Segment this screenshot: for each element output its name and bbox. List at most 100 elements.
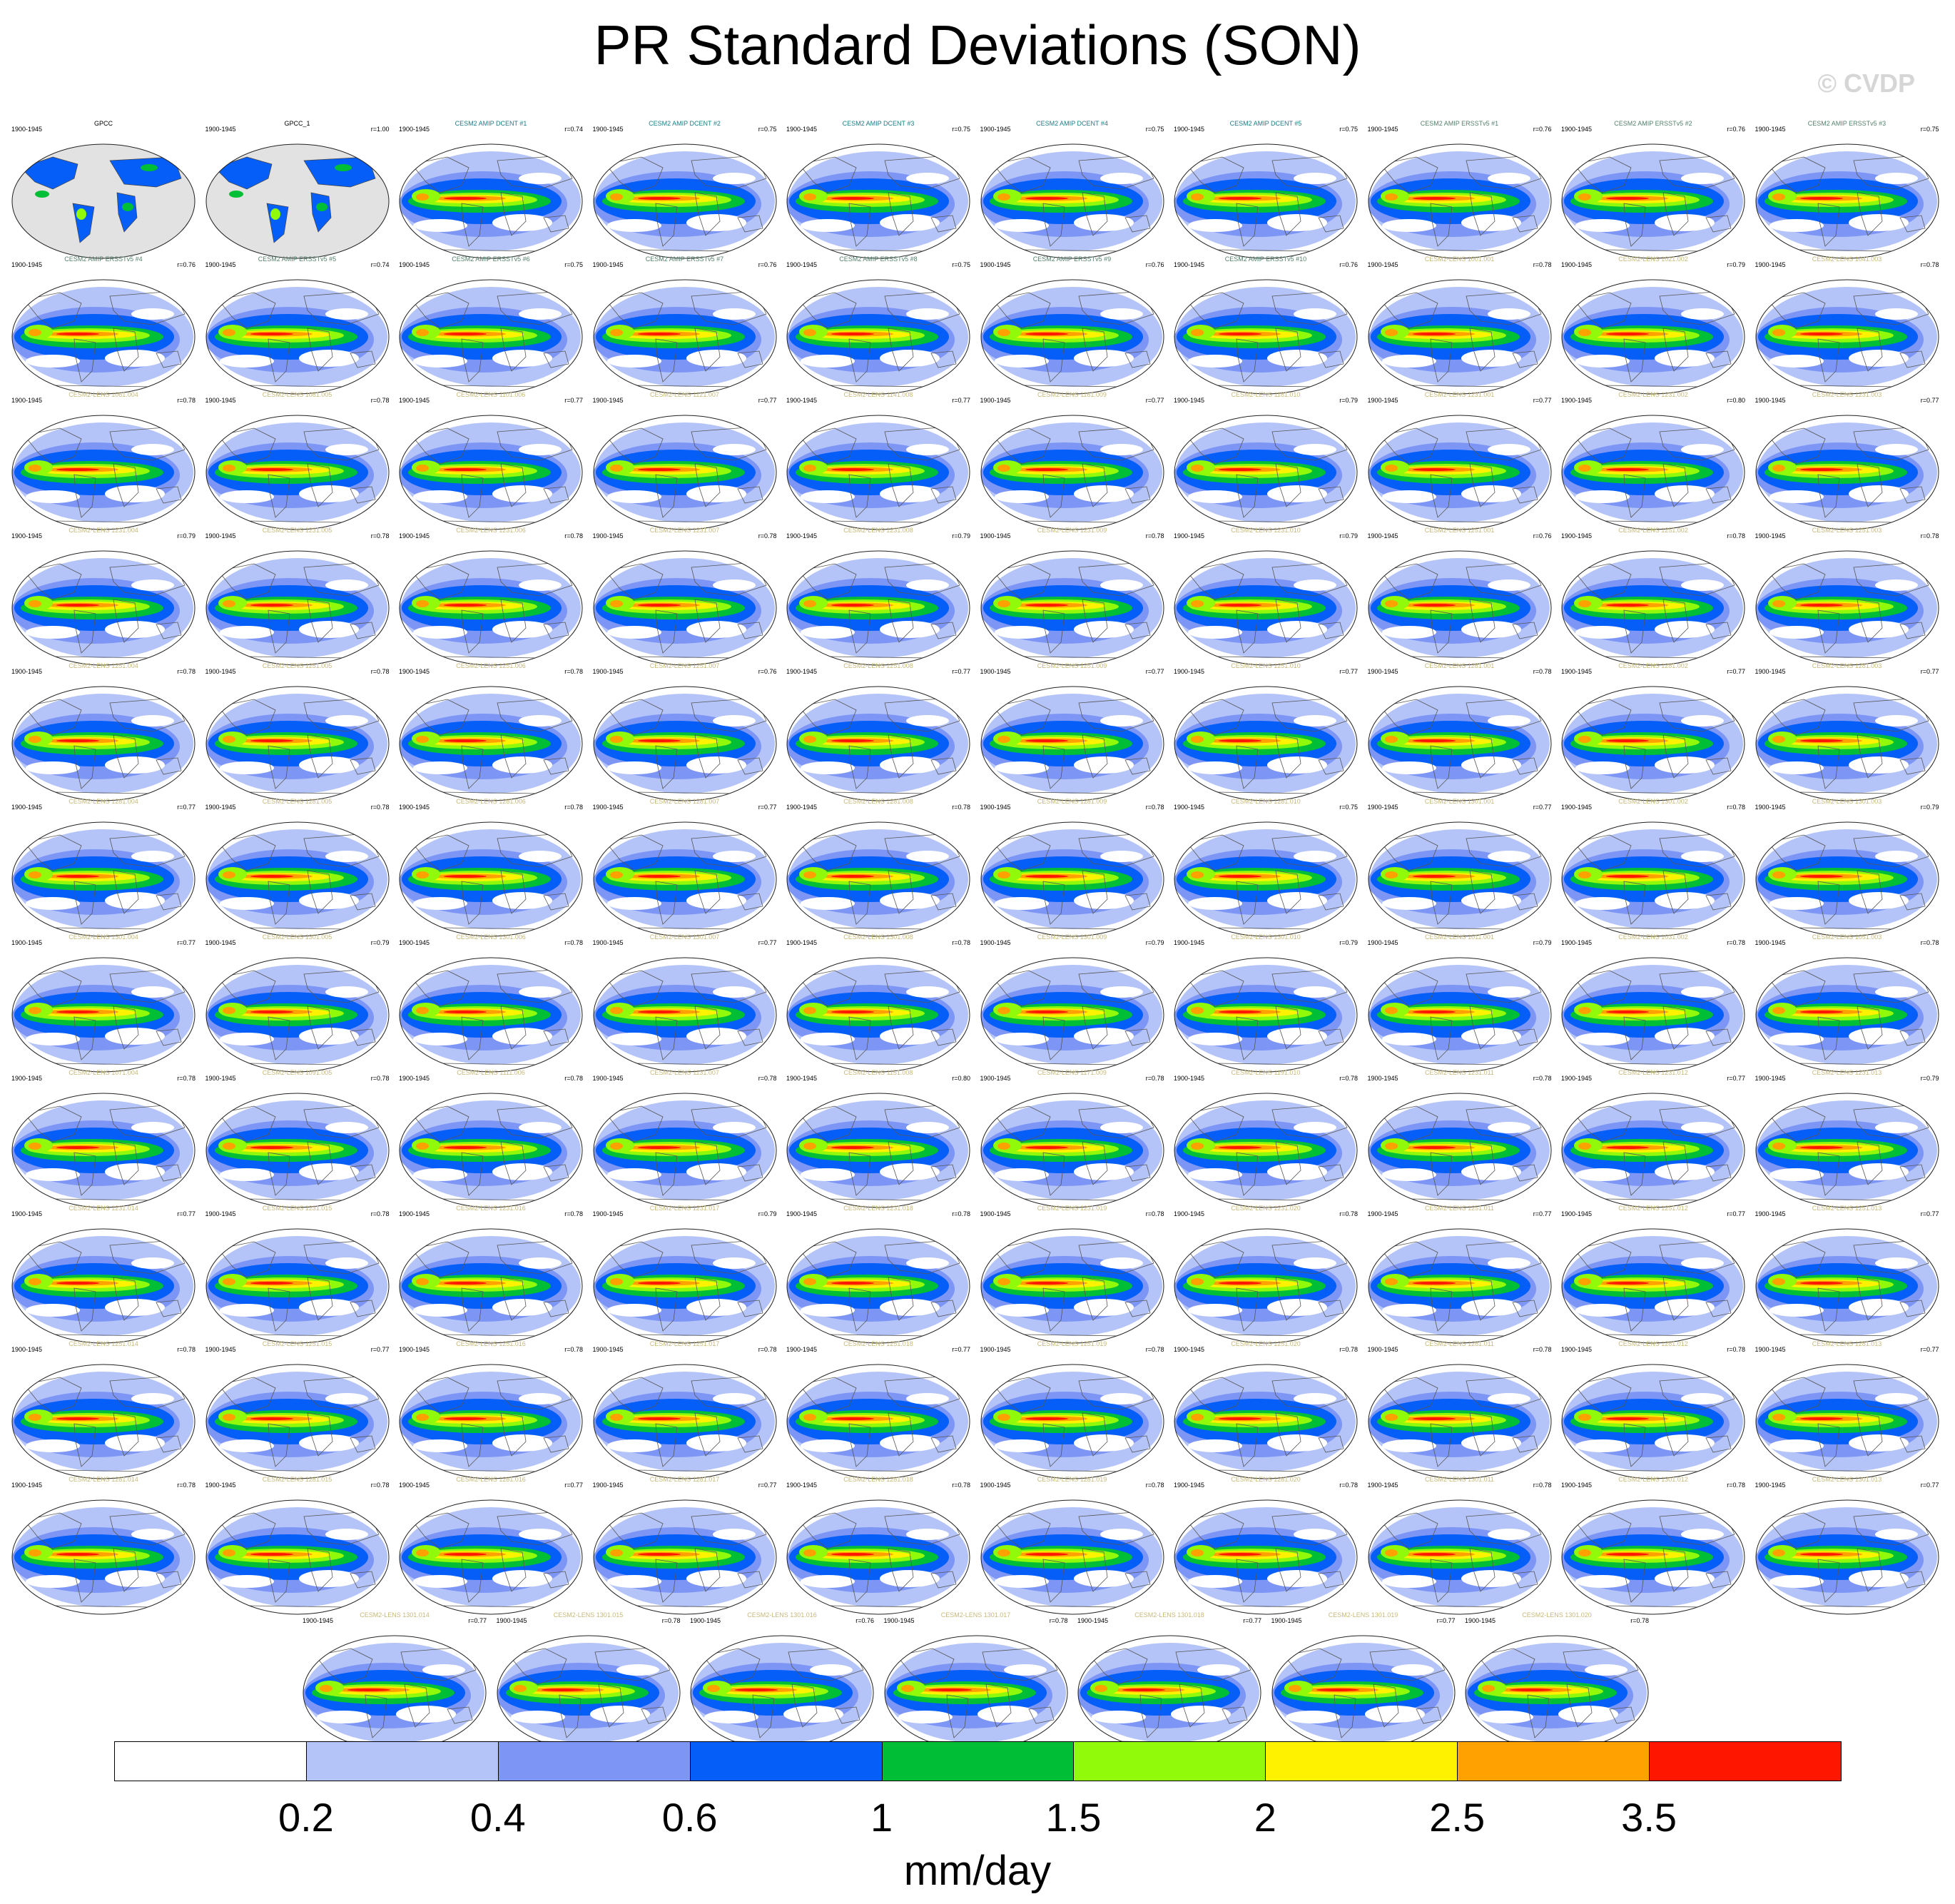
panel-years: 1900-1945 [1561, 1482, 1593, 1489]
panel-years: 1900-1945 [786, 1210, 818, 1217]
panel-map [1367, 279, 1552, 395]
map-panel: 1900-1945 CESM2-LENS 1301.009 r=0.79 [979, 933, 1166, 1075]
panel-pattern-correlation: r=0.78 [1145, 804, 1164, 811]
panel-pattern-correlation: r=0.78 [1630, 1617, 1649, 1624]
colorbar-box [1073, 1741, 1266, 1781]
panel-pattern-correlation: r=0.78 [370, 1482, 390, 1489]
map-panel: 1900-1945 CESM2-LENS 1251.020 r=0.78 [1172, 1340, 1359, 1482]
panel-pattern-correlation: r=0.78 [564, 804, 583, 811]
panel-pattern-correlation: r=0.77 [1533, 1210, 1552, 1217]
panel-map [592, 415, 777, 530]
panel-years: 1900-1945 [786, 397, 818, 404]
map-panel: 1900-1945 CESM2-LENS 1231.005 r=0.78 [204, 527, 391, 668]
map-panel: 1900-1945 CESM2-LENS 1301.008 r=0.78 [785, 933, 972, 1075]
panel-pattern-correlation: r=0.77 [1920, 668, 1939, 675]
panel-years: 1900-1945 [399, 261, 430, 268]
panel-pattern-correlation: r=0.79 [1533, 939, 1552, 946]
map-panel: 1900-1945 CESM2-LENS 1111.006 r=0.78 [397, 1069, 584, 1210]
panel-map [1174, 1093, 1358, 1208]
panel-years: 1900-1945 [11, 939, 43, 946]
panel-pattern-correlation: r=0.76 [855, 1617, 874, 1624]
map-panel: 1900-1945 CESM2-LENS 1251.007 r=0.76 [591, 662, 778, 804]
panel-pattern-correlation: r=0.78 [1145, 1075, 1164, 1082]
panel-years: 1900-1945 [592, 1075, 624, 1082]
map-panel: 1900-1945 CESM2-LENS 1301.017 r=0.78 [883, 1611, 1070, 1753]
panel-map [786, 821, 970, 937]
map-panel: 1900-1945 CESM2-LENS 1101.006 r=0.77 [397, 391, 584, 532]
panel-years: 1900-1945 [11, 1075, 43, 1082]
panel-title: CESM2 AMIP ERSSTv5 #3 [1807, 120, 1887, 127]
panel-pattern-correlation: r=0.77 [1145, 668, 1164, 675]
panel-pattern-correlation: r=0.79 [952, 532, 970, 540]
panel-title: CESM2-LENS 1281.005 [262, 798, 332, 805]
panel-map [1367, 1093, 1552, 1208]
panel-title: CESM2-LENS 1231.017 [649, 1205, 720, 1212]
panel-years: 1900-1945 [1367, 1346, 1398, 1353]
map-panel: 1900-1945 CESM2-LENS 1251.012 r=0.77 [1560, 1205, 1747, 1346]
panel-title: CESM2 AMIP DCENT #3 [842, 120, 915, 127]
map-panel: 1900-1945 CESM2-LENS 1301.007 r=0.77 [591, 933, 778, 1075]
panel-title: CESM2-LENS 1301.009 [1037, 933, 1107, 941]
panel-map [1755, 415, 1939, 530]
map-panel: 1900-1945 CESM2 AMIP DCENT #5 r=0.75 [1172, 120, 1359, 261]
panel-years: 1900-1945 [205, 126, 236, 133]
map-panel: 1900-1945 CESM2 AMIP ERSSTv5 #8 r=0.75 [785, 255, 972, 397]
panel-title: CESM2-LENS 1281.016 [456, 1476, 526, 1483]
panel-years: 1900-1945 [1367, 126, 1398, 133]
map-panel: 1900-1945 CESM2-LENS 1231.003 r=0.77 [1754, 391, 1941, 532]
colorbar-tick-label: 2.5 [1429, 1795, 1486, 1840]
panel-title: CESM2-LENS 1001.001 [1424, 255, 1495, 263]
panel-pattern-correlation: r=0.78 [1145, 1346, 1164, 1353]
panel-years: 1900-1945 [1561, 397, 1593, 404]
panel-years: 1900-1945 [980, 532, 1011, 540]
panel-map [205, 1364, 390, 1479]
panel-years: 1900-1945 [690, 1617, 721, 1624]
panel-years: 1900-1945 [205, 939, 236, 946]
colorbar-tick-label: 1.5 [1045, 1795, 1102, 1840]
panel-title: CESM2-LENS 1091.005 [262, 1069, 332, 1076]
panel-title: CESM2-LENS 1231.011 [1425, 1069, 1494, 1076]
panel-years: 1900-1945 [205, 261, 236, 268]
panel-pattern-correlation: r=0.78 [177, 1346, 196, 1353]
panel-title: CESM2 AMIP DCENT #1 [455, 120, 527, 127]
colorbar-box [1265, 1741, 1458, 1781]
map-panel: 1900-1945 CESM2-LENS 1251.001 r=0.76 [1366, 527, 1553, 668]
map-panel: 1900-1945 CESM2-LENS 1281.003 r=0.77 [1754, 662, 1941, 804]
panel-title: CESM2-LENS 1231.016 [456, 1205, 526, 1212]
panel-pattern-correlation: r=0.77 [1727, 668, 1745, 675]
panel-pattern-correlation: r=0.78 [370, 1210, 390, 1217]
panel-years: 1900-1945 [592, 939, 624, 946]
map-panel: 1900-1945 CESM2-LENS 1031.002 r=0.78 [1560, 933, 1747, 1075]
panel-years: 1900-1945 [980, 804, 1011, 811]
panel-map [1561, 1499, 1745, 1615]
panel-map [592, 686, 777, 801]
panel-years: 1900-1945 [11, 126, 43, 133]
panel-years: 1900-1945 [11, 1210, 43, 1217]
panel-title: CESM2-LENS 1251.003 [1812, 527, 1882, 534]
map-panel: 1900-1945 CESM2 AMIP ERSSTv5 #7 r=0.76 [591, 255, 778, 397]
map-panel: 1900-1945 CESM2-LENS 1231.002 r=0.80 [1560, 391, 1747, 532]
panel-years: 1900-1945 [1755, 1210, 1786, 1217]
panel-title: CESM2-LENS 1301.013 [1812, 1476, 1882, 1483]
map-panel: 1900-1945 CESM2-LENS 1281.005 r=0.78 [204, 798, 391, 939]
panel-years: 1900-1945 [399, 397, 430, 404]
panel-years: 1900-1945 [592, 668, 624, 675]
panel-title: CESM2-LENS 1231.005 [262, 527, 332, 534]
map-panel: 1900-1945 CESM2-LENS 1281.010 r=0.75 [1172, 798, 1359, 939]
panel-title: CESM2-LENS 1251.010 [1231, 662, 1301, 669]
panel-map [1367, 957, 1552, 1073]
panel-map [399, 821, 583, 937]
map-panel: 1900-1945 GPCC [10, 120, 197, 261]
panel-pattern-correlation: r=0.78 [370, 804, 390, 811]
panel-title: GPCC [93, 120, 113, 127]
panel-title: CESM2 AMIP ERSSTv5 #6 [452, 255, 530, 263]
panel-map [1367, 143, 1552, 259]
panel-years: 1900-1945 [786, 668, 818, 675]
map-panel: 1900-1945 CESM2-LENS 1231.012 r=0.77 [1560, 1069, 1747, 1210]
panel-title: CESM2-LENS 1231.008 [843, 527, 913, 534]
panel-map [1755, 1364, 1939, 1479]
panel-years: 1900-1945 [1174, 1075, 1205, 1082]
panel-map [1561, 550, 1745, 666]
map-panel: 1900-1945 CESM2-LENS 1041.003 r=0.78 [1754, 255, 1941, 397]
panel-pattern-correlation: r=0.77 [177, 804, 196, 811]
